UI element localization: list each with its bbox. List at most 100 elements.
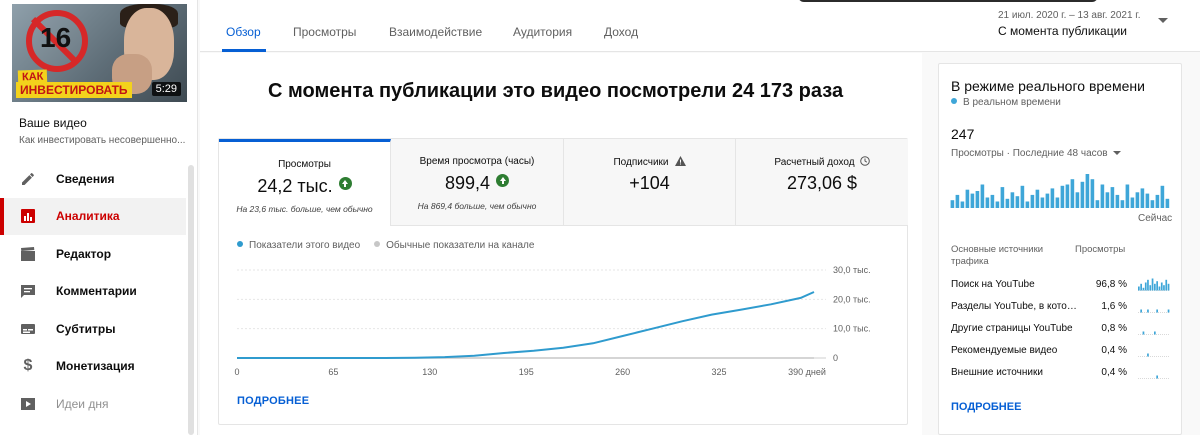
sparkline-bar xyxy=(1167,309,1170,313)
realtime-bar xyxy=(1150,200,1155,208)
realtime-bar xyxy=(1090,179,1095,208)
sidebar-item-label: Монетизация xyxy=(56,359,135,374)
realtime-bar xyxy=(1000,187,1005,208)
legend-item-this-video[interactable]: Показатели этого видео xyxy=(237,240,360,251)
metric-value-text: 899,4 xyxy=(444,173,491,193)
your-video-subtitle[interactable]: Как инвестировать несовершенно... xyxy=(19,135,186,146)
realtime-metric-selector[interactable]: Просмотры · Последние 48 часов xyxy=(951,148,1121,159)
sparkline-bar xyxy=(1147,309,1149,313)
x-tick-label: 0 xyxy=(234,367,239,377)
realtime-bar xyxy=(1100,184,1105,208)
realtime-live-label: В реальном времени xyxy=(963,97,1061,108)
sparkline-bar xyxy=(1149,285,1152,291)
realtime-bar xyxy=(1165,198,1170,208)
sidebar-item-monetization[interactable]: $ Монетизация xyxy=(0,348,186,386)
date-range-text[interactable]: 21 июл. 2020 г. – 13 авг. 2021 г. xyxy=(998,10,1141,21)
tab-audience[interactable]: Аудитория xyxy=(513,25,573,39)
realtime-more-link[interactable]: ПОДРОБНЕЕ xyxy=(951,401,1022,413)
sidebar-item-label: Сведения xyxy=(56,171,115,186)
realtime-bar-chart[interactable] xyxy=(950,172,1170,208)
legend-label: Обычные показатели на канале xyxy=(386,240,535,251)
traffic-source-name: Разделы YouTube, в котор... xyxy=(951,301,1079,312)
realtime-now-label: Сейчас xyxy=(1138,213,1173,224)
metric-revenue[interactable]: Расчетный доход 273,06 $ xyxy=(736,139,908,226)
realtime-bar xyxy=(1135,192,1140,208)
chevron-down-icon[interactable] xyxy=(1158,18,1168,23)
traffic-source-row[interactable]: Поиск на YouTube 96,8 % xyxy=(951,278,1176,293)
sidebar-item-details[interactable]: Сведения xyxy=(0,160,186,198)
trend-up-icon xyxy=(338,177,352,190)
sparkline-bar xyxy=(1165,279,1168,291)
metric-value: 899,4 xyxy=(391,173,563,194)
sparkline-bar xyxy=(1167,283,1170,291)
sidebar-item-analytics[interactable]: Аналитика xyxy=(0,197,186,235)
sidebar-item-comments[interactable]: Комментарии xyxy=(0,273,186,311)
sparkline-bar xyxy=(1156,309,1158,313)
traffic-source-row[interactable]: Рекомендуемые видео 0,4 % xyxy=(951,345,1176,359)
sparkline-bar xyxy=(1156,375,1158,379)
video-thumbnail[interactable]: 16 КАК ИНВЕСТИРОВАТЬ 5:29 xyxy=(12,4,187,102)
metric-views[interactable]: Просмотры 24,2 тыс. На 23,6 тыс. больше,… xyxy=(219,139,391,226)
realtime-bar xyxy=(1110,187,1115,208)
more-details-link[interactable]: ПОДРОБНЕЕ xyxy=(237,395,310,407)
realtime-bar xyxy=(955,194,960,208)
sidebar-item-ideas[interactable]: Идеи дня xyxy=(0,385,186,423)
traffic-source-row[interactable]: Разделы YouTube, в котор... 1,6 % xyxy=(951,301,1176,315)
y-tick-label: 30,0 тыс. xyxy=(833,265,871,275)
metric-value: 24,2 тыс. xyxy=(219,176,390,197)
realtime-bar xyxy=(990,194,995,208)
realtime-bar xyxy=(1065,184,1070,208)
series-line-this-video xyxy=(237,291,815,359)
realtime-bar xyxy=(1035,189,1040,208)
realtime-bar xyxy=(1155,194,1160,208)
traffic-source-row[interactable]: Внешние источники 0,4 % xyxy=(951,367,1176,381)
sparkline-bar xyxy=(1147,279,1149,291)
sidebar-item-label: Субтитры xyxy=(56,321,116,336)
top-overlay-bar xyxy=(798,0,1098,2)
realtime-bar xyxy=(1115,194,1120,208)
tab-views[interactable]: Просмотры xyxy=(293,25,357,39)
traffic-source-sparkline xyxy=(1138,353,1170,357)
sidebar-item-label: Идеи дня xyxy=(56,396,109,411)
subtitles-icon xyxy=(19,320,37,338)
realtime-bar xyxy=(1095,200,1100,208)
metric-label: Расчетный доход xyxy=(736,156,908,168)
realtime-bar xyxy=(960,201,965,208)
sidebar-scrollbar[interactable] xyxy=(188,165,194,435)
metric-watch-time[interactable]: Время просмотра (часы) 899,4 На 869,4 бо… xyxy=(391,139,564,226)
realtime-bar xyxy=(1160,185,1165,208)
sparkline-bar xyxy=(1154,283,1156,291)
metric-label: Время просмотра (часы) xyxy=(419,156,535,167)
traffic-source-value: 0,4 % xyxy=(1101,345,1127,356)
y-tick-label: 20,0 тыс. xyxy=(833,294,871,304)
legend-item-channel[interactable]: Обычные показатели на канале xyxy=(374,240,534,251)
analytics-icon xyxy=(19,207,37,225)
sparkline-bar xyxy=(1140,283,1142,291)
sparkline-bar xyxy=(1140,309,1142,313)
views-line-chart[interactable]: 0 10,0 тыс. 20,0 тыс. 30,0 тыс. 0 65 130 195 260… xyxy=(230,262,890,382)
traffic-source-sparkline xyxy=(1138,278,1170,291)
metric-note: На 23,6 тыс. больше, чем обычно xyxy=(236,204,373,214)
sparkline-bar xyxy=(1163,285,1165,291)
tab-overview[interactable]: Обзор xyxy=(226,25,261,39)
metric-subscribers[interactable]: Подписчики +104 xyxy=(564,139,736,226)
traffic-source-value: 96,8 % xyxy=(1095,279,1127,290)
traffic-views-header: Просмотры xyxy=(1075,244,1126,255)
realtime-bar xyxy=(1040,197,1045,208)
traffic-source-value: 0,4 % xyxy=(1101,367,1127,378)
tab-revenue[interactable]: Доход xyxy=(604,25,639,39)
sidebar-item-subtitles[interactable]: Субтитры xyxy=(0,310,186,348)
traffic-source-sparkline xyxy=(1138,375,1170,379)
sparkline-bar xyxy=(1151,278,1154,291)
tab-engagement[interactable]: Взаимодействие xyxy=(389,25,483,39)
traffic-source-row[interactable]: Другие страницы YouTube 0,8 % xyxy=(951,323,1176,337)
x-tick-label: 130 xyxy=(422,367,437,377)
metric-label: Просмотры xyxy=(278,159,331,170)
sidebar-item-editor[interactable]: Редактор xyxy=(0,235,186,273)
realtime-bar xyxy=(1045,193,1050,208)
realtime-bar xyxy=(985,197,990,208)
date-range-label[interactable]: С момента публикации xyxy=(998,24,1127,38)
chart-legend: Показатели этого видео Обычные показател… xyxy=(237,240,534,251)
sidebar-nav: Сведения Аналитика Редактор Комментарии … xyxy=(0,160,186,423)
y-tick-label: 0 xyxy=(833,353,838,363)
